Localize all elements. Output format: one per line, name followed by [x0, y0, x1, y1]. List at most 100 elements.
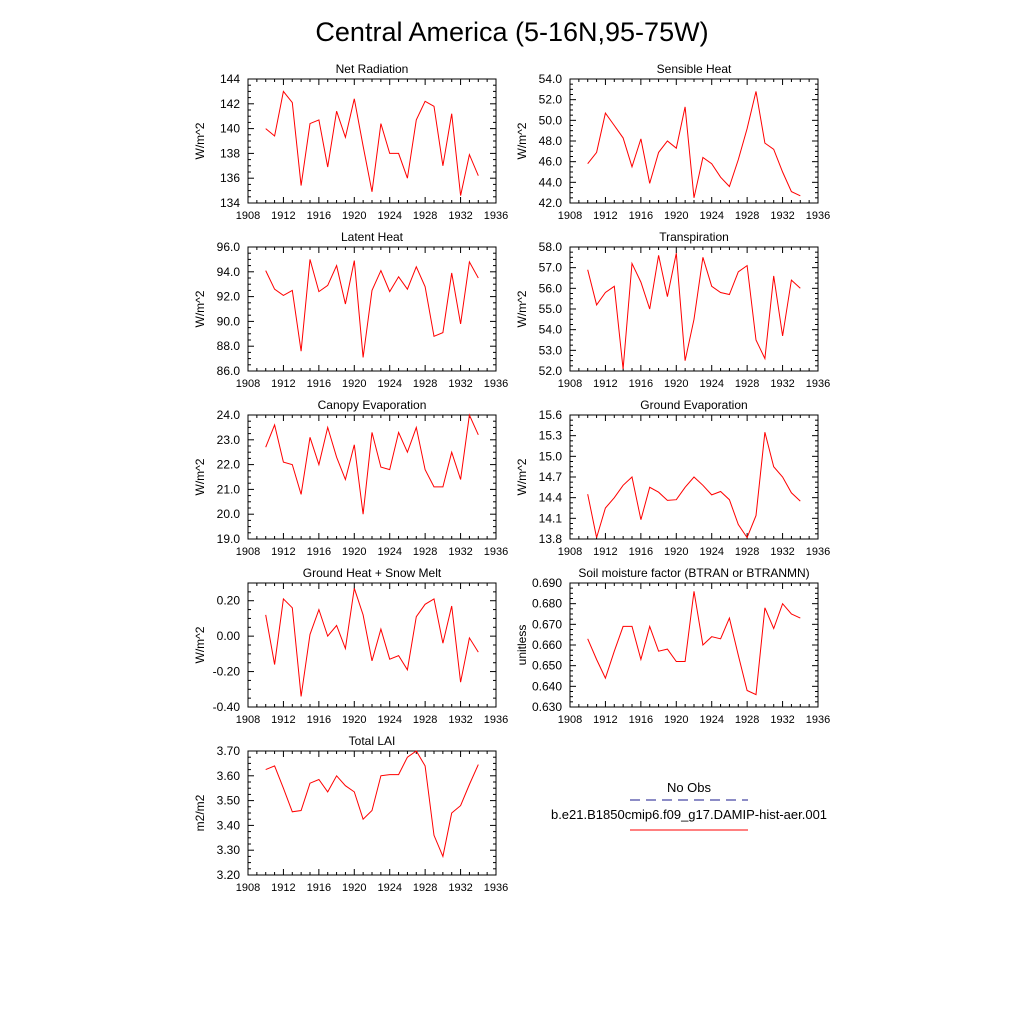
- series-line: [587, 253, 801, 369]
- panel-1: Net Radiation W/m^2 1908 1912 1916 1920 1924 19…: [193, 62, 508, 222]
- panel-2: Sensible Heat W/m^2 1908 1912 1916 1920 1924 19…: [515, 62, 830, 222]
- y-tick-label: 3.20: [217, 868, 241, 882]
- x-tick-label: 1908: [236, 546, 260, 558]
- y-tick-label: 134: [220, 196, 240, 210]
- y-tick-label: 42.0: [539, 196, 563, 210]
- x-tick-label: 1928: [413, 714, 437, 726]
- series-line: [265, 750, 479, 859]
- series-line: [265, 90, 479, 196]
- y-tick-label: 94.0: [217, 265, 241, 279]
- y-tick-label: 96.0: [217, 240, 241, 254]
- x-tick-label: 1916: [629, 546, 653, 558]
- x-tick-label: 1920: [342, 882, 366, 894]
- x-tick-label: 1932: [448, 210, 472, 222]
- x-tick-label: 1932: [770, 210, 794, 222]
- y-tick-label: 88.0: [217, 339, 241, 353]
- y-tick-label: 0.20: [217, 594, 241, 608]
- panel-title: Net Radiation: [336, 62, 409, 76]
- panel-7: Ground Heat + Snow Melt W/m^2 1908 1912 1916…: [193, 566, 508, 726]
- panel-6: Ground Evaporation W/m^2 1908 1912 1916 1920 1…: [515, 398, 830, 558]
- x-tick-label: 1936: [806, 378, 830, 390]
- legend-model-label: b.e21.B1850cmip6.f09_g17.DAMIP-hist-aer.…: [551, 807, 827, 822]
- x-tick-label: 1932: [448, 546, 472, 558]
- x-tick-label: 1912: [593, 378, 617, 390]
- x-tick-label: 1924: [699, 546, 723, 558]
- x-tick-label: 1924: [377, 378, 401, 390]
- y-axis-label: W/m^2: [193, 458, 207, 495]
- x-tick-label: 1932: [770, 546, 794, 558]
- y-tick-label: 22.0: [217, 458, 241, 472]
- y-tick-label: 3.30: [217, 843, 241, 857]
- x-tick-label: 1908: [236, 378, 260, 390]
- x-tick-label: 1924: [699, 378, 723, 390]
- panel-9: Total LAI m2/m2 1908 1912 1916 1920 1924 1928 19…: [193, 734, 508, 894]
- y-tick-label: 15.0: [539, 449, 563, 463]
- y-tick-label: 0.640: [532, 679, 562, 693]
- x-tick-label: 1924: [377, 714, 401, 726]
- y-tick-label: 57.0: [539, 261, 563, 275]
- x-tick-label: 1908: [558, 210, 582, 222]
- x-tick-label: 1936: [806, 546, 830, 558]
- x-tick-label: 1916: [307, 378, 331, 390]
- plot-frame: [569, 78, 819, 204]
- y-tick-label: 3.50: [217, 794, 241, 808]
- x-tick-label: 1908: [558, 714, 582, 726]
- x-tick-label: 1932: [448, 714, 472, 726]
- plot-frame: [569, 246, 819, 372]
- y-tick-label: 20.0: [217, 507, 241, 521]
- panel-4: Transpiration W/m^2 1908 1912 1916 1920 1924 19…: [515, 230, 830, 390]
- y-tick-label: 52.0: [539, 364, 563, 378]
- y-tick-label: 21.0: [217, 482, 241, 496]
- y-tick-label: 0.650: [532, 659, 562, 673]
- plot-frame: [247, 582, 497, 708]
- y-tick-label: 3.60: [217, 769, 241, 783]
- x-tick-label: 1924: [377, 882, 401, 894]
- panel-title: Ground Evaporation: [640, 398, 747, 412]
- panel-title: Sensible Heat: [657, 62, 732, 76]
- x-tick-label: 1936: [484, 378, 508, 390]
- series-line: [587, 591, 801, 696]
- x-tick-label: 1928: [735, 378, 759, 390]
- x-tick-label: 1908: [558, 378, 582, 390]
- panel-title: Total LAI: [349, 734, 396, 748]
- x-tick-label: 1928: [735, 210, 759, 222]
- x-tick-label: 1908: [558, 546, 582, 558]
- x-tick-label: 1936: [484, 882, 508, 894]
- figure-title: Central America (5-16N,95-75W): [315, 17, 708, 47]
- y-axis-label: W/m^2: [515, 290, 529, 327]
- x-tick-label: 1920: [664, 210, 688, 222]
- y-axis-label: m2/m2: [193, 794, 207, 831]
- y-tick-label: -0.40: [213, 700, 241, 714]
- y-tick-label: 15.3: [539, 429, 563, 443]
- y-tick-label: 58.0: [539, 240, 563, 254]
- x-tick-label: 1916: [629, 378, 653, 390]
- y-tick-label: 52.0: [539, 93, 563, 107]
- x-tick-label: 1932: [770, 378, 794, 390]
- x-tick-label: 1928: [413, 882, 437, 894]
- x-tick-label: 1912: [271, 546, 295, 558]
- y-tick-label: 0.680: [532, 597, 562, 611]
- y-axis-label: W/m^2: [193, 626, 207, 663]
- y-tick-label: 56.0: [539, 281, 563, 295]
- y-tick-label: 14.7: [539, 470, 563, 484]
- x-tick-label: 1912: [271, 210, 295, 222]
- x-tick-label: 1908: [236, 882, 260, 894]
- x-tick-label: 1916: [307, 714, 331, 726]
- x-tick-label: 1920: [342, 210, 366, 222]
- x-tick-label: 1932: [448, 378, 472, 390]
- panel-5: Canopy Evaporation W/m^2 1908 1912 1916 1920 1…: [193, 398, 508, 558]
- y-tick-label: 0.660: [532, 638, 562, 652]
- y-axis-label: W/m^2: [515, 458, 529, 495]
- x-tick-label: 1908: [236, 210, 260, 222]
- x-tick-label: 1916: [629, 210, 653, 222]
- legend-obs-label: No Obs: [667, 780, 712, 795]
- x-tick-label: 1916: [629, 714, 653, 726]
- y-tick-label: 144: [220, 72, 240, 86]
- panel-title: Soil moisture factor (BTRAN or BTRANMN): [578, 566, 809, 580]
- panel-title: Ground Heat + Snow Melt: [303, 566, 442, 580]
- y-axis-label: W/m^2: [515, 122, 529, 159]
- x-tick-label: 1928: [735, 714, 759, 726]
- x-tick-label: 1928: [413, 210, 437, 222]
- plot-frame: [247, 246, 497, 372]
- y-tick-label: 23.0: [217, 433, 241, 447]
